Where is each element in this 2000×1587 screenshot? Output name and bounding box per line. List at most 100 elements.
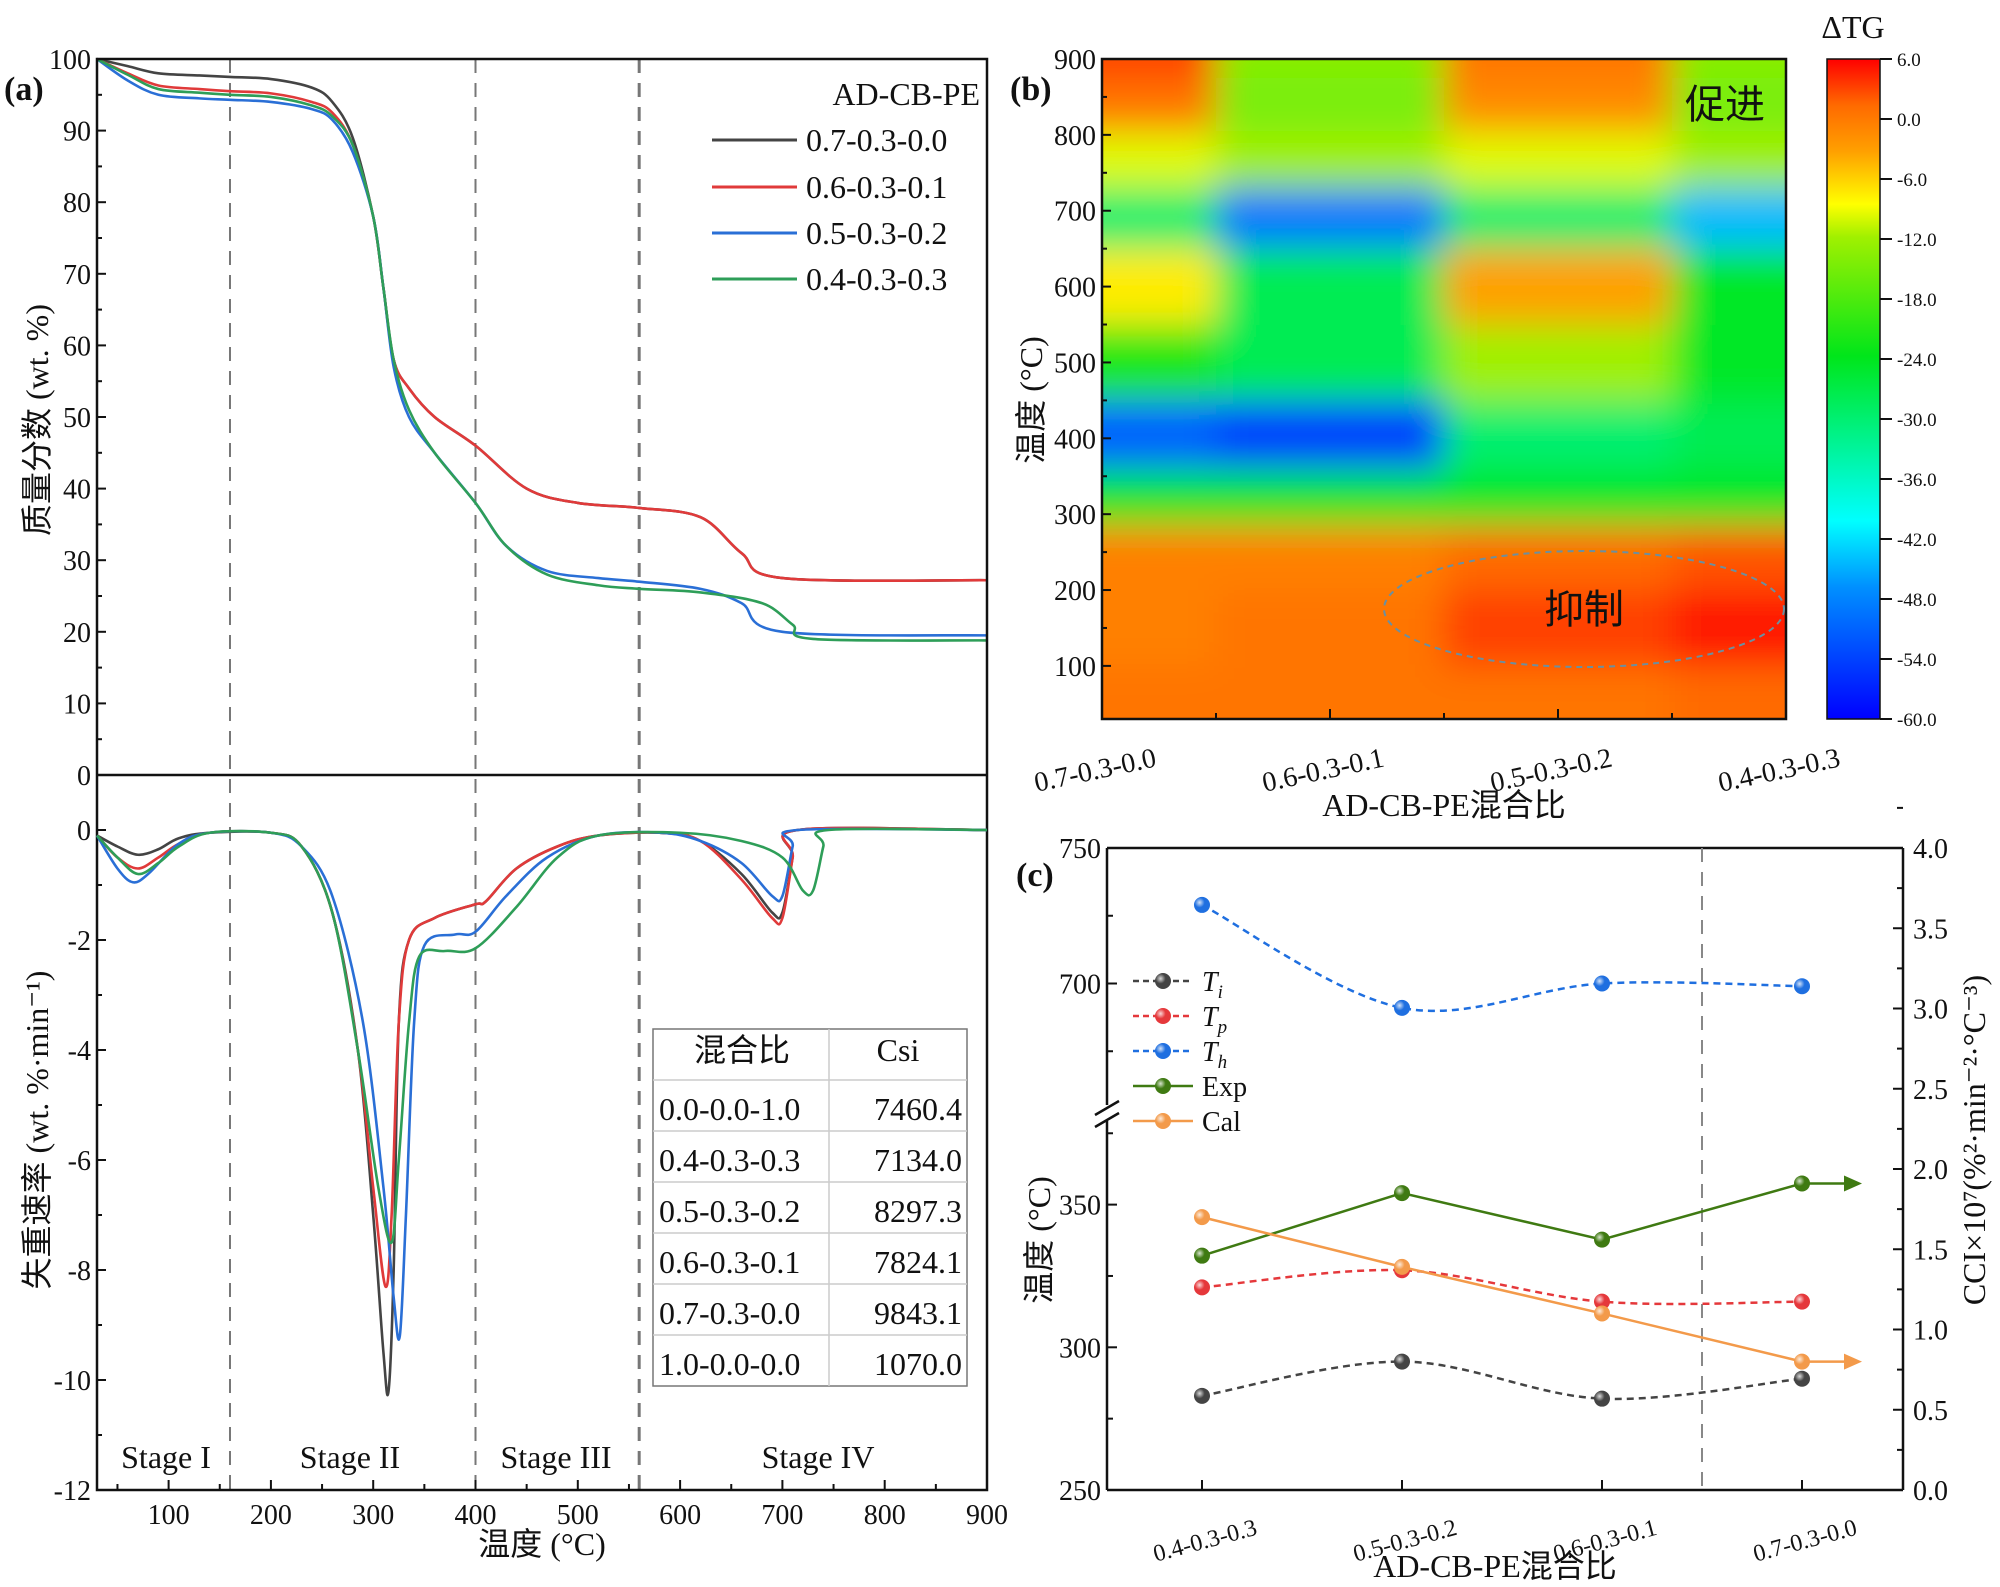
heatmap-cell xyxy=(1102,77,1216,132)
c-left-axis-label: 温度 (°C) xyxy=(1021,1176,1057,1303)
c-right-tick-label: 0.5 xyxy=(1913,1396,1948,1427)
c-right-tick-label: 1.0 xyxy=(1913,1316,1948,1347)
heatmap-cell xyxy=(1102,187,1216,249)
c-left-tick-label: 250 xyxy=(1059,1476,1101,1507)
legend-marker-highlight xyxy=(1155,1008,1171,1024)
series-line-cal xyxy=(1201,1215,1803,1363)
table-cell-ratio: 0.7-0.3-0.0 xyxy=(659,1295,800,1331)
legend-label-th: Th xyxy=(1202,1037,1227,1073)
heatmap-cell xyxy=(1216,525,1444,591)
heatmap-cell xyxy=(1102,131,1216,188)
heatmap-cell xyxy=(1672,248,1786,325)
stage-label-1: Stage I xyxy=(121,1439,211,1475)
heatmap-y-tick-label: 100 xyxy=(1054,652,1096,683)
heatmap-cell xyxy=(1216,590,1444,666)
annotation-promote: 促进 xyxy=(1685,82,1765,127)
heatmap-cell xyxy=(1444,468,1672,526)
heatmap-x-axis-label: AD-CB-PE混合比 xyxy=(1322,787,1566,823)
heatmap-cell xyxy=(1672,59,1786,78)
dtg-y-tick-label: -10 xyxy=(54,1366,91,1397)
table-cell-csi: 7134.0 xyxy=(874,1142,962,1178)
table-cell-ratio: 0.5-0.3-0.2 xyxy=(659,1193,800,1229)
colorbar-tick-label: -18.0 xyxy=(1897,290,1937,311)
tg-y-tick-label: 60 xyxy=(63,331,91,362)
data-point-highlight xyxy=(1394,999,1410,1016)
heatmap-cell xyxy=(1102,248,1216,325)
x-tick-label: 500 xyxy=(557,1500,599,1531)
heatmap-cell xyxy=(1444,525,1672,591)
legend-label-2: 0.5-0.3-0.2 xyxy=(806,215,947,251)
arrow-right-icon xyxy=(1844,1353,1862,1370)
legend-label-1: 0.6-0.3-0.1 xyxy=(806,169,947,205)
c-x-tick-label: 0.4-0.3-0.3 xyxy=(1151,1515,1260,1568)
heatmap-cell xyxy=(1672,400,1786,469)
c-left-tick-label: 350 xyxy=(1059,1191,1101,1222)
heatmap-cell xyxy=(1216,131,1444,188)
heatmap-cell xyxy=(1672,77,1786,132)
dtg-y-tick-label: 0 xyxy=(77,816,91,847)
stage-label-4: Stage IV xyxy=(762,1439,875,1475)
series-line-ti xyxy=(1201,1360,1803,1401)
tg-y-tick-label: 0 xyxy=(77,761,91,792)
heatmap-cell xyxy=(1444,400,1672,469)
heatmap-cell xyxy=(1444,665,1672,719)
dtg-y-tick-label: -8 xyxy=(68,1256,91,1287)
heatmap-y-tick-label: 800 xyxy=(1054,121,1096,152)
colorbar-tick-label: -24.0 xyxy=(1897,350,1937,371)
legend-title: AD-CB-PE xyxy=(832,76,980,112)
heatmap-y-tick-label: 300 xyxy=(1054,500,1096,531)
x-tick-label: 400 xyxy=(455,1500,497,1531)
dtg-line-3 xyxy=(96,827,988,1245)
data-point-highlight xyxy=(1394,1258,1410,1275)
heatmap-cell xyxy=(1102,525,1216,591)
legend-label-tp: Tp xyxy=(1202,1002,1227,1038)
heatmap-cell xyxy=(1216,400,1444,469)
heatmap-cell xyxy=(1216,59,1444,78)
data-point-highlight xyxy=(1194,1387,1210,1404)
legend-label-exp: Exp xyxy=(1202,1072,1247,1103)
data-point-highlight xyxy=(1594,1390,1610,1407)
dtg-plot-area: -12 -10 -8 -6 -4 -2 0 100 200 300 400 500 600 700 800 9… xyxy=(54,816,1008,1531)
dtg-y-tick-label: -6 xyxy=(68,1146,91,1177)
heatmap-cell xyxy=(1216,468,1444,526)
table-cell-ratio: 0.4-0.3-0.3 xyxy=(659,1142,800,1178)
tg-y-tick-label: 80 xyxy=(63,188,91,219)
data-point-highlight xyxy=(1194,1279,1210,1296)
dtg-y-tick-label: -4 xyxy=(68,1036,91,1067)
data-point-highlight xyxy=(1594,1305,1610,1322)
heatmap-cell xyxy=(1216,77,1444,132)
table-cell-ratio: 0.0-0.0-1.0 xyxy=(659,1091,800,1127)
colorbar-tick-label: 6.0 xyxy=(1897,50,1921,71)
heatmap-cell xyxy=(1444,248,1672,325)
tg-y-tick-label: 30 xyxy=(63,546,91,577)
x-tick-label: 300 xyxy=(352,1500,394,1531)
dtg-y-tick-label: -2 xyxy=(68,926,91,957)
tg-legend: AD-CB-PE 0.7-0.3-0.0 0.6-0.3-0.1 0.5-0.3… xyxy=(712,76,980,297)
heatmap-cell xyxy=(1444,131,1672,188)
x-tick-label: 700 xyxy=(761,1500,803,1531)
heatmap-cell xyxy=(1444,324,1672,401)
a-x-axis-label: 温度 (°C) xyxy=(478,1526,605,1562)
tg-y-tick-label: 70 xyxy=(63,260,91,291)
heatmap-cell xyxy=(1672,468,1786,526)
table-cell-csi: 7824.1 xyxy=(874,1244,962,1280)
table-cell-csi: 7460.4 xyxy=(874,1091,962,1127)
legend-marker-highlight xyxy=(1155,1113,1171,1129)
heatmap-cell xyxy=(1102,400,1216,469)
heatmap-cell xyxy=(1672,665,1786,719)
c-right-tick-label: 3.0 xyxy=(1913,995,1948,1026)
c-left-tick-label: 700 xyxy=(1059,970,1101,1001)
legend-label-0: 0.7-0.3-0.0 xyxy=(806,122,947,158)
data-point-highlight xyxy=(1794,1175,1810,1192)
colorbar-tick-label: -54.0 xyxy=(1897,650,1937,671)
heatmap-cell xyxy=(1672,590,1786,666)
heatmap-y-tick-label: 700 xyxy=(1054,197,1096,228)
colorbar-title: ΔTG xyxy=(1821,9,1884,45)
c-right-tick-label: 0.0 xyxy=(1913,1476,1948,1507)
heatmap-y-tick-label: 200 xyxy=(1054,576,1096,607)
heatmap-y-tick-label: 500 xyxy=(1054,348,1096,379)
data-point-highlight xyxy=(1394,1185,1410,1202)
data-point-highlight xyxy=(1794,978,1810,995)
data-point-highlight xyxy=(1594,1231,1610,1248)
